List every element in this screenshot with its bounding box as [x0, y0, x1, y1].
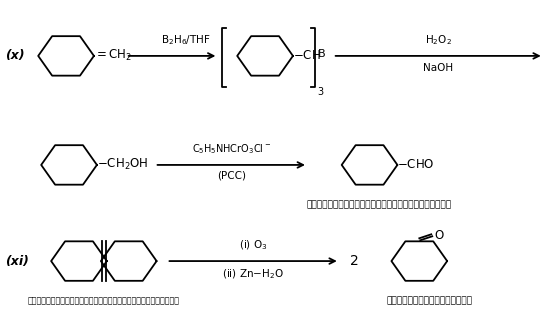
Text: (PCC): (PCC)	[217, 171, 246, 181]
Text: $\mathregular{B_2H_6}$/THF: $\mathregular{B_2H_6}$/THF	[160, 33, 210, 47]
Text: 2: 2	[349, 254, 358, 268]
Text: $\mathregular{C_5H_5NHCrO_3Cl^-}$: $\mathregular{C_5H_5NHCrO_3Cl^-}$	[192, 142, 271, 156]
Text: NaOH: NaOH	[423, 63, 453, 73]
Text: साइक्लोहेक्सेनोन: साइक्लोहेक्सेनोन	[386, 297, 472, 306]
Text: (xi): (xi)	[6, 255, 29, 268]
Text: $\mathregular{-CH_2OH}$: $\mathregular{-CH_2OH}$	[97, 157, 148, 172]
Text: (ii) Zn$-$H$_2$O: (ii) Zn$-$H$_2$O	[222, 267, 284, 281]
Text: B: B	[318, 49, 325, 59]
Text: साइक्लोहेक्सिलिडीनसाइक्लोहेक्सेन: साइक्लोहेक्सिलिडीनसाइक्लोहेक्सेन	[28, 297, 180, 306]
Text: (x): (x)	[6, 49, 25, 62]
Text: O: O	[434, 229, 443, 242]
Text: $\mathregular{=CH_2}$: $\mathregular{=CH_2}$	[94, 48, 132, 63]
Text: $\mathregular{H_2O_2}$: $\mathregular{H_2O_2}$	[425, 33, 452, 47]
Text: $\mathregular{-CH}$: $\mathregular{-CH}$	[293, 49, 321, 62]
Text: 3: 3	[318, 87, 324, 97]
Text: $\mathregular{-CHO}$: $\mathregular{-CHO}$	[397, 159, 435, 171]
Text: साइक्लोहेक्सेनकार्बॉल्डहाइड: साइक्लोहेक्सेनकार्बॉल्डहाइड	[307, 201, 452, 210]
Text: (i) O$_3$: (i) O$_3$	[239, 239, 267, 252]
